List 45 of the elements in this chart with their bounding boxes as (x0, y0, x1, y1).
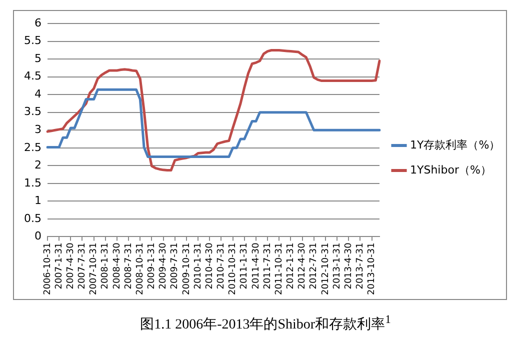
x-tick-label: 2011-4-30 (251, 242, 262, 290)
y-tick-label: 5 (34, 52, 42, 65)
x-tick-label: 2008-7-31 (124, 242, 134, 290)
x-tick-label: 2007-1-31 (54, 242, 64, 290)
x-tick-label: 2010-10-31 (228, 242, 238, 296)
y-tick-label: 3 (34, 123, 42, 136)
x-tick-label: 2012-1-31 (286, 242, 296, 290)
x-tick-label: 2013-4-30 (344, 242, 354, 290)
x-tick-label: 2013-7-31 (356, 242, 366, 290)
x-tick-label: 2012-10-31 (320, 242, 331, 296)
x-tick-label: 2010-4-30 (204, 242, 215, 290)
x-tick-label: 2010-1-31 (193, 242, 204, 290)
y-tick-label: 3.5 (24, 105, 42, 118)
x-tick-label: 2008-1-31 (100, 242, 111, 290)
x-tick-label: 2009-1-31 (147, 242, 158, 290)
y-tick-label: 2 (34, 158, 42, 172)
x-tick-label: 2010-7-31 (216, 242, 227, 290)
y-tick-label: 5.5 (24, 34, 42, 48)
x-tick-label: 2012-4-30 (298, 242, 308, 290)
x-tick-label: 2009-7-31 (170, 242, 180, 290)
y-tick-label: 0 (34, 230, 42, 243)
x-tick-label: 2006-10-31 (42, 242, 53, 296)
x-tick-label: 2013-1-31 (332, 242, 342, 290)
x-tick-label: 2008-4-30 (112, 242, 122, 290)
x-tick-label: 2011-7-31 (262, 242, 273, 290)
x-tick-label: 2009-4-30 (158, 242, 169, 290)
text: 图1.1 2006年-2013年的Shibor和存款利率$^{1}$ (139, 313, 392, 334)
x-tick-label: 2007-4-30 (66, 242, 76, 290)
y-tick-label: 1 (34, 194, 42, 208)
y-tick-label: 0.5 (24, 212, 42, 225)
y-tick-label: 2.5 (24, 140, 42, 154)
x-tick-label: 2013-10-31 (367, 242, 378, 296)
y-tick-label: 4 (34, 87, 42, 100)
x-tick-label: 2009-10-31 (182, 242, 192, 296)
x-tick-label: 2007-7-31 (78, 242, 88, 290)
x-tick-label: 2008-10-31 (135, 242, 146, 296)
y-tick-label: 1.5 (24, 176, 42, 190)
legend-label: 1Y存款利率（%） (410, 138, 500, 152)
x-tick-label: 2011-10-31 (274, 242, 284, 296)
legend-label: 1YShibor（%） (410, 163, 492, 176)
y-tick-label: 6 (34, 16, 42, 30)
x-tick-label: 2007-10-31 (89, 242, 100, 296)
x-tick-label: 2011-1-31 (240, 242, 250, 290)
y-tick-label: 4.5 (24, 70, 42, 83)
x-tick-label: 2012-7-31 (309, 242, 320, 290)
